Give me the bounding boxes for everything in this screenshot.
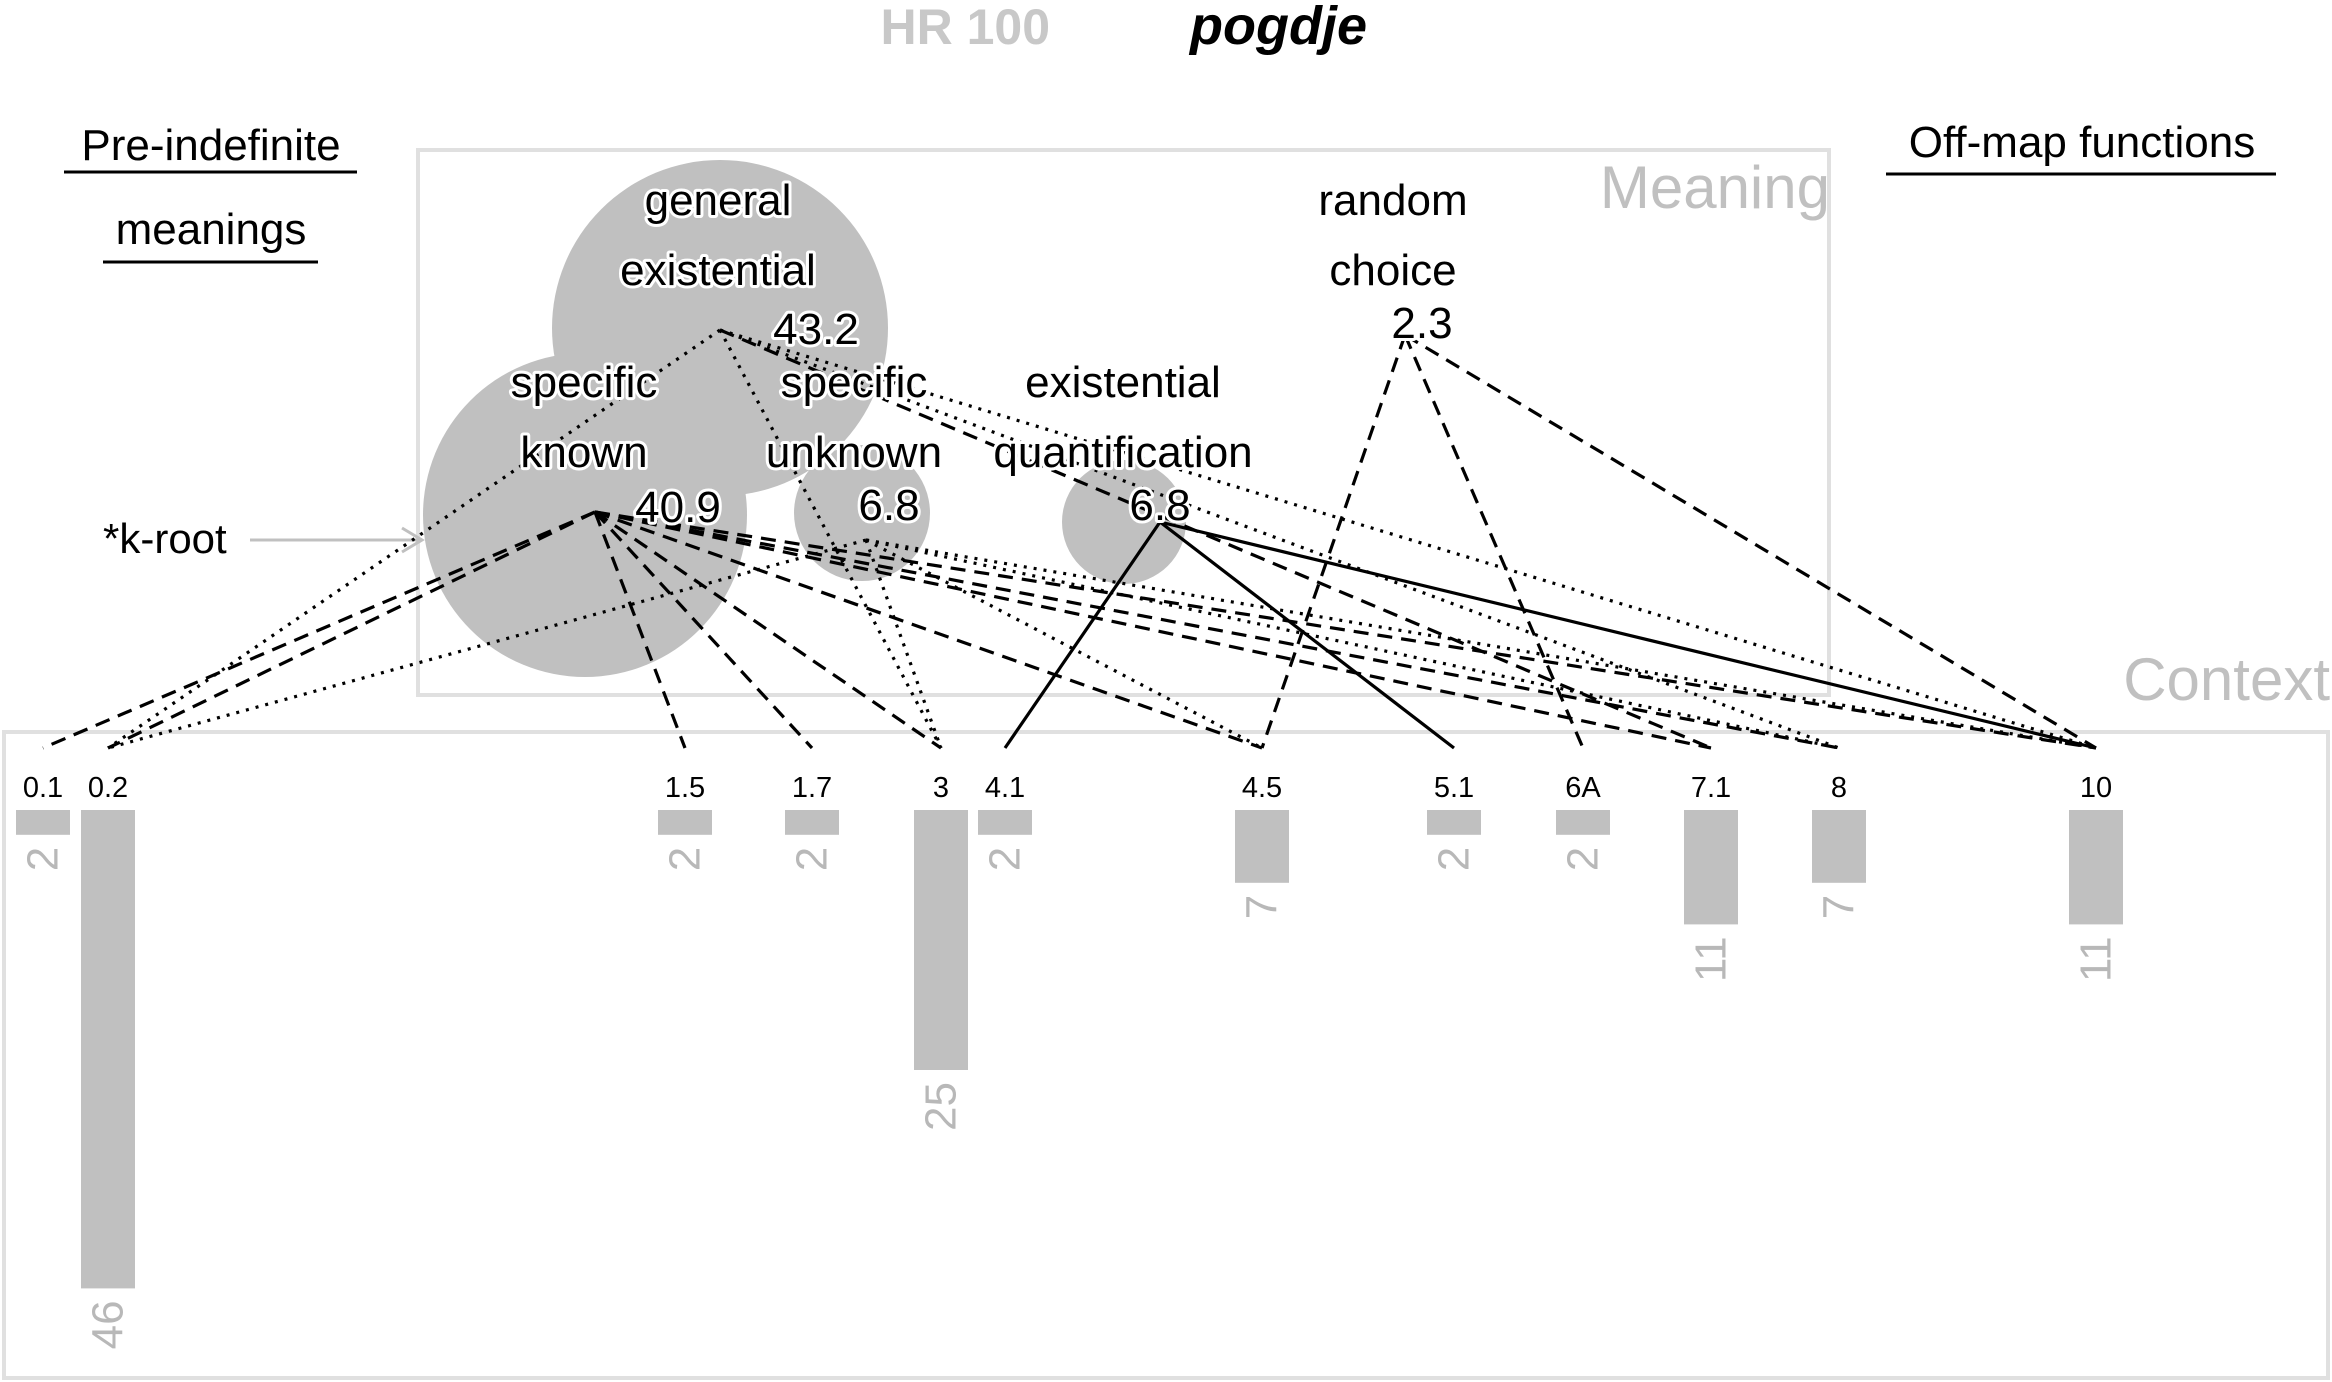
- context-count-1-5: 2: [661, 847, 710, 871]
- context-label-4-5: 4.5: [1242, 772, 1282, 804]
- context-count-0-2: 46: [84, 1300, 133, 1349]
- context-bar-10: [2069, 810, 2123, 925]
- meaning-circle-existential-quantification: [1062, 460, 1186, 584]
- context-bar-1-7: [785, 810, 839, 835]
- meaning-label-specific-known-line-1: specific: [511, 358, 658, 407]
- meaning-value-specific-unknown: 6.8: [858, 481, 919, 530]
- context-panel-frame: [2, 730, 2330, 1380]
- meaning-label-random-choice-line-1: random: [1318, 176, 1467, 225]
- off-map-heading: Off-map functions: [1909, 118, 2255, 167]
- context-label-1-5: 1.5: [665, 772, 705, 804]
- meaning-context-links: [42, 328, 2097, 750]
- meaning-panel-frame: [416, 148, 1831, 697]
- context-count-3: 25: [917, 1082, 966, 1131]
- link-existential-quantification-to-5-1: [1159, 520, 1455, 750]
- context-label-10: 10: [2080, 772, 2112, 804]
- link-random-choice-to-6a: [1403, 334, 1585, 749]
- meaning-value-specific-known: 40.9: [635, 483, 721, 532]
- link-specific-known-to-3: [594, 510, 942, 750]
- context-label-6a: 6A: [1565, 772, 1601, 804]
- context-label-1-7: 1.7: [792, 772, 832, 804]
- diagram-title: HR 100 pogdje: [880, 0, 1367, 56]
- context-count-4-1: 2: [981, 847, 1030, 871]
- meaning-label-specific-unknown-line-1: specific: [781, 358, 928, 407]
- context-label-3: 3: [933, 772, 949, 804]
- link-specific-unknown-to-0-2: [107, 538, 867, 750]
- context-count-7-1: 11: [1687, 936, 1736, 982]
- context-bar-8: [1812, 810, 1866, 883]
- title-code: HR 100: [880, 0, 1050, 55]
- meaning-labels: generalexistential43.2specificknown40.9s…: [508, 173, 1468, 535]
- meaning-label-existential-quantification-line-1: existential: [1025, 358, 1221, 407]
- link-specific-unknown-to-10: [865, 538, 2097, 750]
- context-count-10: 11: [2072, 936, 2121, 982]
- meaning-value-random-choice: 2.3: [1391, 299, 1452, 348]
- context-count-0-1: 2: [19, 847, 68, 871]
- context-label-5-1: 5.1: [1434, 772, 1474, 804]
- context-bar-4-1: [978, 810, 1032, 835]
- context-panel-label: Context: [2123, 646, 2330, 713]
- meaning-value-general-existential: 43.2: [773, 305, 859, 354]
- link-specific-known-to-8: [594, 510, 1840, 750]
- context-label-8: 8: [1831, 772, 1847, 804]
- context-bar-0-2: [81, 810, 135, 1289]
- context-bar-3: [914, 810, 968, 1070]
- context-count-5-1: 2: [1430, 847, 1479, 871]
- link-specific-unknown-to-8: [865, 538, 1840, 750]
- pre-indefinite-heading-line1: Pre-indefinite: [81, 121, 340, 170]
- link-specific-known-to-4-5: [594, 510, 1263, 750]
- link-specific-known-to-0-2: [107, 510, 596, 750]
- meaning-label-specific-known-line-2: known: [520, 428, 647, 477]
- link-specific-known-to-1-5: [593, 511, 687, 749]
- context-bar-4-5: [1235, 810, 1289, 883]
- link-general-existential-to-7-1: [719, 328, 1712, 750]
- meaning-label-existential-quantification-line-2: quantification: [993, 428, 1252, 477]
- root-arrow-head: [401, 526, 425, 554]
- meaning-label-specific-unknown-line-2: unknown: [766, 428, 942, 477]
- link-general-existential-to-0-2: [107, 328, 721, 750]
- pre-indefinite-heading-line2: meanings: [116, 205, 307, 254]
- context-bar-0-1: [16, 810, 70, 835]
- link-specific-known-to-0-1: [42, 510, 596, 750]
- context-bar-7-1: [1684, 810, 1738, 925]
- link-specific-known-to-10: [594, 510, 2097, 750]
- title-word: pogdje: [1188, 0, 1367, 56]
- meaning-circles: [423, 160, 1186, 677]
- link-random-choice-to-4-5: [1260, 334, 1407, 749]
- link-specific-unknown-to-4-5: [865, 538, 1263, 750]
- context-label-0-2: 0.2: [88, 772, 128, 804]
- context-count-6a: 2: [1559, 847, 1608, 871]
- context-label-4-1: 4.1: [985, 772, 1025, 804]
- context-bar-5-1: [1427, 810, 1481, 835]
- link-specific-known-to-1-7: [593, 510, 814, 750]
- context-count-4-5: 7: [1238, 895, 1287, 919]
- link-existential-quantification-to-4-1: [1003, 521, 1162, 749]
- link-random-choice-to-10: [1404, 333, 2097, 750]
- root-label: *k-root: [103, 515, 227, 562]
- meaning-panel-label: Meaning: [1600, 154, 1830, 221]
- meaning-label-general-existential-line-2: existential: [620, 246, 816, 295]
- link-existential-quantification-to-10: [1159, 520, 2097, 750]
- context-label-7-1: 7.1: [1691, 772, 1731, 804]
- meaning-label-random-choice-line-2: choice: [1329, 246, 1456, 295]
- context-bars: 0.1 2 0.2 46 1.5 2 1.7 2 3 25 4.1 2 4.5 7 5.1 2 6A 2 7.1 11…: [16, 772, 2123, 1349]
- context-count-8: 7: [1815, 895, 1864, 919]
- context-bar-1-5: [658, 810, 712, 835]
- context-count-1-7: 2: [788, 847, 837, 871]
- meaning-value-existential-quantification: 6.8: [1129, 481, 1190, 530]
- context-bar-6a: [1556, 810, 1610, 835]
- link-specific-known-to-7-1: [594, 510, 1712, 750]
- meaning-label-general-existential-line-1: general: [645, 176, 792, 225]
- context-label-0-1: 0.1: [23, 772, 63, 804]
- link-specific-unknown-to-3: [864, 539, 943, 749]
